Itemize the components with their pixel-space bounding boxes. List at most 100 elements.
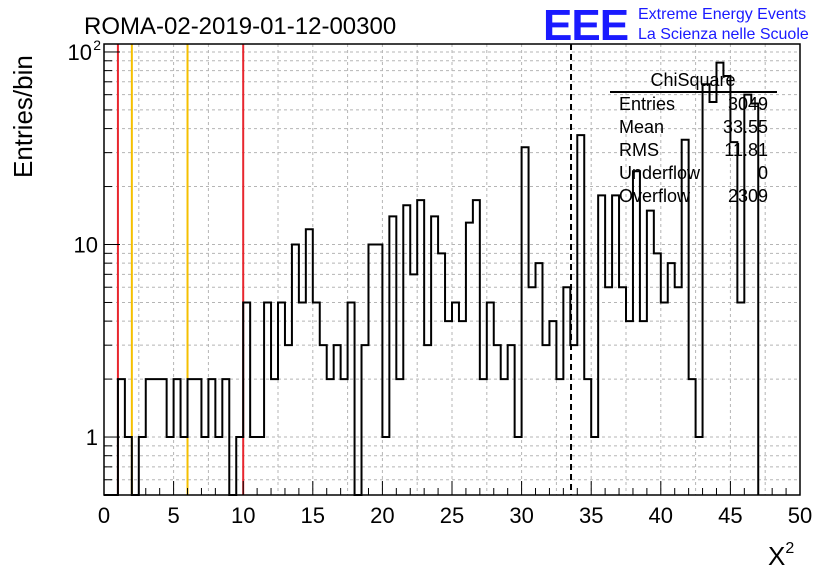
histogram-bin — [529, 287, 536, 495]
plot-grid — [103, 44, 801, 496]
histogram-bin — [236, 437, 243, 495]
histogram-bin — [710, 102, 717, 495]
stats-value: 2309 — [728, 186, 768, 206]
x-axis-title: X2 — [768, 540, 794, 571]
histogram-bin — [647, 211, 654, 495]
histogram-bin — [181, 437, 188, 495]
histogram-bin — [737, 302, 744, 495]
histogram-outline — [104, 61, 760, 496]
histogram-bin — [654, 253, 661, 495]
histogram-bin — [264, 302, 271, 495]
y-tick-label: 1 — [86, 425, 98, 450]
histogram-bin — [452, 302, 459, 495]
histogram-bin — [327, 379, 334, 495]
histogram-bin — [605, 287, 612, 495]
x-tick-labels: 0 5 10 15 20 25 30 35 40 45 50 — [98, 503, 812, 528]
stats-label: Overflow — [619, 186, 691, 206]
y-tick-label-exponent: 2 — [93, 37, 101, 53]
stats-value: 33.55 — [723, 117, 768, 137]
histogram-bin — [201, 437, 208, 495]
histogram-bin — [522, 147, 529, 495]
histogram-bin — [591, 437, 598, 495]
histogram-bin — [174, 379, 181, 495]
stats-value: 0 — [758, 163, 768, 183]
histogram-bin — [348, 302, 355, 495]
histogram-bin — [473, 200, 480, 495]
histogram-bin — [375, 245, 382, 495]
histogram-bin — [341, 379, 348, 495]
y-tick-label-base: 10 — [74, 233, 98, 258]
histogram-bin — [480, 379, 487, 495]
histogram-bin — [675, 287, 682, 495]
histogram-bin — [668, 263, 675, 495]
histogram-bin — [598, 195, 605, 495]
stats-label: Underflow — [619, 163, 701, 183]
histogram-bin — [389, 216, 396, 495]
histogram-bin — [410, 274, 417, 495]
histogram-bin — [445, 321, 452, 495]
y-tick-label-base: 1 — [86, 425, 98, 450]
histogram-bin — [382, 437, 389, 495]
x-tick-label: 25 — [440, 503, 464, 528]
histogram-bin — [215, 437, 222, 495]
histogram-bin — [250, 437, 257, 495]
x-tick-label: 5 — [167, 503, 179, 528]
histogram-bin — [417, 200, 424, 495]
x-tick-label: 20 — [370, 503, 394, 528]
histogram-bin — [536, 263, 543, 495]
histogram-bin — [508, 345, 515, 495]
stats-value: 3049 — [728, 94, 768, 114]
histogram-bin — [194, 379, 201, 495]
stats-label: Entries — [619, 94, 675, 114]
histogram-bin — [723, 76, 730, 495]
stats-value: 11.81 — [724, 140, 768, 160]
histogram-bin — [494, 345, 501, 495]
stats-label: Mean — [619, 117, 664, 137]
stats-title: ChiSquare — [650, 70, 735, 90]
stats-rows: Entries 3049 Mean 33.55 RMS 11.81 Underflow 0 Ov… — [619, 94, 768, 206]
histogram-bin — [703, 84, 710, 495]
histogram-bin — [208, 379, 215, 495]
histogram-bin — [188, 379, 195, 495]
histogram-bin — [160, 379, 167, 495]
histogram-bin — [125, 437, 132, 495]
histogram-bin — [299, 302, 306, 495]
eee-logo: EEE Extreme Energy Events La Scienza nel… — [543, 1, 809, 50]
histogram-bin — [403, 205, 410, 495]
x-axis-title-main: X — [768, 541, 785, 571]
logo-line1: Extreme Energy Events — [638, 6, 806, 23]
stats-label: RMS — [619, 140, 659, 160]
histogram-bin — [146, 379, 153, 495]
histogram-bin — [438, 253, 445, 495]
histogram-bin — [362, 345, 369, 495]
x-tick-label: 15 — [301, 503, 325, 528]
logo-mark: EEE — [543, 1, 628, 50]
histogram-bin — [431, 216, 438, 495]
x-tick-label: 45 — [718, 503, 742, 528]
histogram-bin — [584, 379, 591, 495]
histogram-bin — [689, 379, 696, 495]
plot-axes — [103, 43, 801, 496]
histogram-bin — [396, 379, 403, 495]
x-tick-label: 30 — [509, 503, 533, 528]
histogram-bin — [640, 321, 647, 495]
histogram-bin — [278, 302, 285, 495]
run-title: ROMA-02-2019-01-12-00300 — [84, 13, 396, 40]
stats-box: ChiSquare Entries 3049 Mean 33.55 RMS 11.81 Un… — [610, 70, 777, 206]
histogram-bin — [633, 171, 640, 495]
y-tick-label-base: 10 — [68, 40, 92, 65]
histogram-bin — [487, 302, 494, 495]
histogram-bin — [139, 437, 146, 495]
histogram-bin — [696, 437, 703, 495]
x-tick-label: 10 — [231, 503, 255, 528]
histogram-bin — [619, 287, 626, 495]
histogram-bin — [222, 379, 229, 495]
histogram-bin — [285, 345, 292, 495]
histogram-bin — [292, 245, 299, 495]
y-tick-label: 10 — [74, 233, 98, 258]
histogram-bin — [153, 379, 160, 495]
x-tick-label: 35 — [579, 503, 603, 528]
histogram-bin — [424, 345, 431, 495]
histogram-bin — [459, 321, 466, 495]
